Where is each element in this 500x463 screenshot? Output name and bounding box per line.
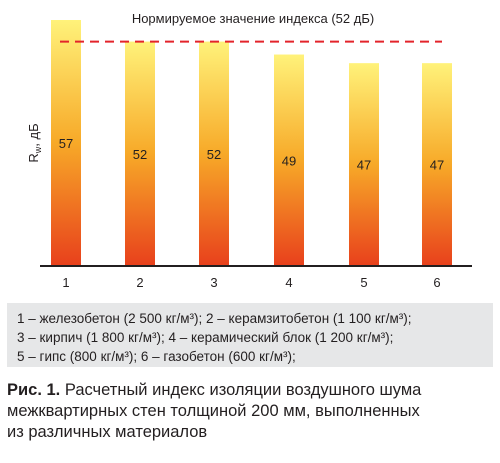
caption-text: межквартирных стен толщиной 200 мм, выпо… [7,402,420,420]
x-tick-label: 3 [210,275,217,290]
bar-6 [422,63,452,266]
bar-value-label: 52 [133,147,147,162]
x-tick-label: 2 [136,275,143,290]
bar-value-label: 47 [430,158,444,173]
caption-label: Рис. 1. [7,381,61,399]
bar-4 [274,54,304,266]
y-axis-label: Rw, дБ [26,123,43,162]
x-tick-label: 4 [285,275,292,290]
x-tick-labels-group: 1 2 3 4 5 6 [62,275,440,290]
bars-group [51,20,452,266]
bar-5 [349,63,379,266]
caption-text: Расчетный индекс изоляции воздушного шум… [64,381,422,399]
x-tick-label: 6 [433,275,440,290]
bar-value-label: 49 [282,153,296,168]
x-tick-label: 5 [360,275,367,290]
reference-line-label: Нормируемое значение индекса (52 дБ) [132,11,374,26]
bar-chart: Нормируемое значение индекса (52 дБ) 575… [26,11,472,290]
bar-3 [199,41,229,266]
legend-line: 5 – гипс (800 кг/м³); 6 – газобетон (600… [17,349,296,364]
bar-value-label: 57 [59,136,73,151]
bar-value-label: 47 [357,158,371,173]
caption-text: из различных материалов [7,423,208,441]
bar-2 [125,41,155,266]
legend-line: 3 – кирпич (1 800 кг/м³); 4 – керамическ… [17,330,394,345]
bar-value-label: 52 [207,147,221,162]
value-labels-group: 57 52 52 49 47 47 [59,136,444,173]
x-tick-label: 1 [62,275,69,290]
legend-line: 1 – железобетон (2 500 кг/м³); 2 – керам… [17,311,412,326]
figure-caption: Рис. 1. Расчетный индекс изоляции воздуш… [7,380,495,443]
bar-1 [51,20,81,266]
legend-box: 1 – железобетон (2 500 кг/м³); 2 – керам… [7,303,493,367]
